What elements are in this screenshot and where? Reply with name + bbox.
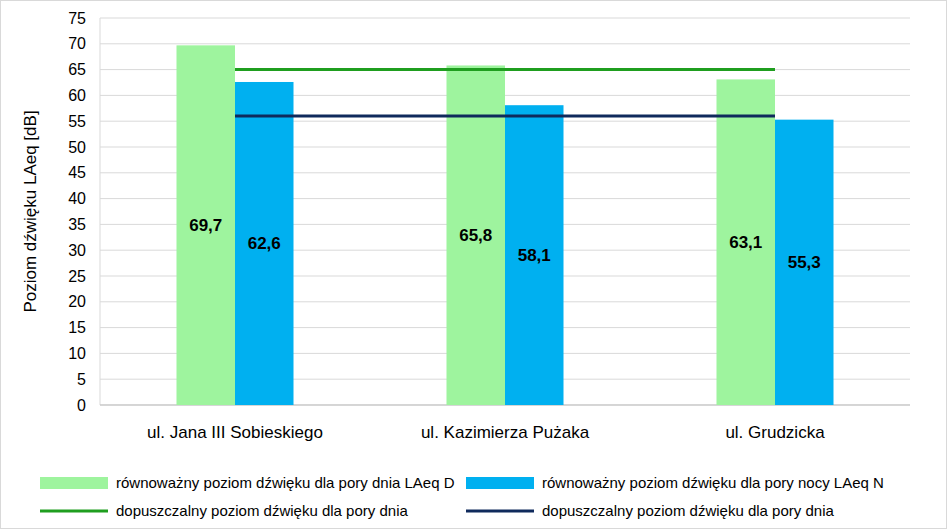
legend-label: dopuszczalny poziom dźwięku dla pory dni… — [542, 502, 834, 519]
bar — [717, 79, 776, 405]
bar — [235, 82, 294, 405]
y-tick-label: 65 — [68, 61, 86, 78]
legend-label: równoważny poziom dźwięku dla pory nocy … — [542, 474, 884, 491]
y-tick-label: 55 — [68, 113, 86, 130]
legend-swatch — [466, 477, 534, 489]
y-axis-line — [100, 18, 101, 405]
y-axis-label: Poziom dźwięku LAeq [dB] — [21, 110, 40, 312]
y-tick-label: 20 — [68, 293, 86, 310]
x-tick-label: ul. Kazimierza Pużaka — [421, 423, 590, 442]
data-label: 63,1 — [729, 233, 762, 252]
legend-swatch — [40, 510, 108, 513]
y-tick-label: 0 — [77, 397, 86, 414]
y-tick-label: 35 — [68, 216, 86, 233]
grid-line — [100, 43, 910, 44]
chart-border — [1, 1, 947, 529]
chart: 0 5 10 15 20 25 30 35 40 45 50 55 60 65 70 75 Poziom dźw… — [0, 0, 947, 529]
legend-swatch — [40, 477, 108, 489]
y-tick-label: 25 — [68, 268, 86, 285]
y-tick-label: 60 — [68, 87, 86, 104]
y-tick-label: 10 — [68, 345, 86, 362]
x-tick-label: ul. Grudzicka — [725, 423, 825, 442]
legend-label: równoważny poziom dźwięku dla pory dnia … — [116, 474, 455, 491]
plot-marks — [177, 45, 834, 405]
y-tick-label: 50 — [68, 139, 86, 156]
y-tick-label: 15 — [68, 319, 86, 336]
y-tick-label: 75 — [68, 10, 86, 27]
data-label: 62,6 — [248, 234, 281, 253]
data-label: 55,3 — [788, 253, 821, 272]
limit-line — [235, 115, 775, 118]
data-label: 58,1 — [518, 246, 551, 265]
bar — [177, 45, 236, 405]
limit-line — [235, 68, 775, 71]
y-tick-label: 70 — [68, 35, 86, 52]
bar — [775, 120, 834, 405]
x-tick-label: ul. Jana III Sobieskiego — [147, 423, 323, 442]
bar — [505, 105, 564, 405]
y-tick-label: 5 — [77, 371, 86, 388]
legend-label: dopuszczalny poziom dźwięku dla pory dni… — [116, 502, 408, 519]
grid-line — [100, 18, 910, 19]
legend-swatch — [466, 510, 534, 513]
data-label: 69,7 — [189, 216, 222, 235]
data-labels: 69,7 65,8 63,1 62,6 58,1 55,3 — [189, 216, 821, 272]
y-tick-label: 40 — [68, 190, 86, 207]
data-label: 65,8 — [459, 226, 492, 245]
y-tick-label: 45 — [68, 164, 86, 181]
y-tick-label: 30 — [68, 242, 86, 259]
